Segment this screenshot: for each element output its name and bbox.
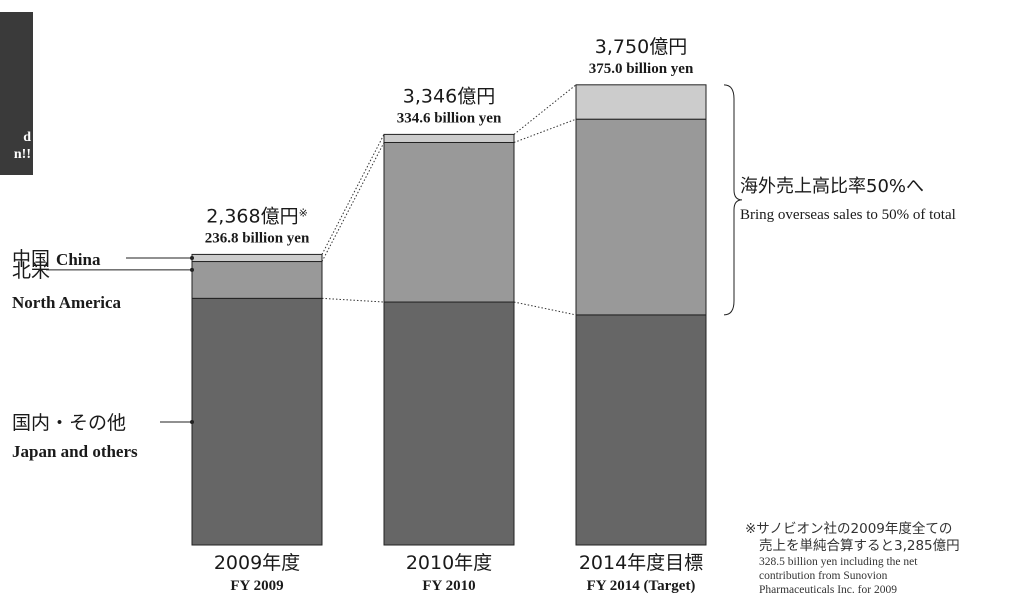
category-en-3: FY 2014 (Target)	[587, 578, 696, 594]
overseas-brace	[723, 84, 743, 316]
total-jp-2: 3,346億円	[403, 85, 495, 107]
footnote-jp-line2: 売上を単純合算すると3,285億円	[759, 538, 960, 554]
category-en-2: FY 2010	[422, 578, 475, 594]
connector-2-1	[513, 301, 577, 316]
total-footnote-mark-1: ※	[299, 206, 308, 219]
connector-1-3	[321, 134, 385, 255]
bar-china-1	[191, 253, 323, 263]
bar-china-3	[575, 84, 707, 120]
total-jp-1: 2,368億円※	[206, 205, 308, 227]
side-banner-line1: d	[23, 130, 31, 145]
category-jp-3: 2014年度目標	[579, 552, 703, 574]
footnote-en-line2: contribution from Sunovion	[759, 570, 888, 582]
bar-china-2	[383, 133, 515, 143]
connector-lines	[321, 84, 577, 316]
legend-na-jp: 北米	[12, 260, 50, 282]
bar-japan-1	[191, 297, 323, 546]
total-en-2: 334.6 billion yen	[397, 110, 502, 126]
leader-dot-china	[190, 255, 194, 260]
legend-japan-en: Japan and others	[12, 442, 138, 461]
total-en-1: 236.8 billion yen	[205, 230, 310, 246]
footnote-en-line1: 328.5 billion yen including the net	[759, 556, 918, 568]
connector-1-2	[321, 142, 385, 262]
footnote: ※サノビオン社の2009年度全ての 売上を単純合算すると3,285億円 328.…	[745, 521, 1031, 597]
bar-japan-2	[383, 301, 515, 546]
total-jp-3: 3,750億円	[595, 36, 687, 58]
category-jp-2: 2010年度	[406, 552, 492, 574]
leader-dot-japan	[190, 420, 194, 424]
connector-2-3	[513, 84, 577, 135]
leader-dot-na	[190, 267, 194, 272]
legend-china-jp: 中国 China	[12, 248, 101, 270]
legend-na-en: North America	[12, 293, 122, 312]
footnote-en-line3: Pharmaceuticals Inc. for 2009	[759, 584, 897, 596]
legend-japan-jp: 国内・その他	[12, 412, 126, 434]
annotation-en: Bring overseas sales to 50% of total	[740, 207, 956, 223]
bar-north_america-3	[575, 118, 707, 316]
bar-north_america-2	[383, 141, 515, 303]
category-jp-1: 2009年度	[214, 552, 300, 574]
legend-china-en: China	[56, 250, 101, 269]
category-en-1: FY 2009	[230, 578, 283, 594]
footnote-jp-line1: ※サノビオン社の2009年度全ての	[745, 521, 953, 537]
total-en-3: 375.0 billion yen	[589, 61, 694, 77]
chart-labels: 2,368億円※ 236.8 billion yen 3,346億円 334.6 bi…	[12, 36, 956, 594]
connector-1-1	[321, 297, 385, 303]
side-banner: d n!!	[0, 12, 33, 175]
connector-2-2	[513, 118, 577, 143]
annotation-jp: 海外売上高比率50%へ	[740, 176, 924, 197]
bar-stacks	[191, 84, 707, 546]
side-banner-line2: n!!	[13, 147, 31, 162]
bar-north_america-1	[191, 261, 323, 299]
bar-japan-3	[575, 314, 707, 546]
